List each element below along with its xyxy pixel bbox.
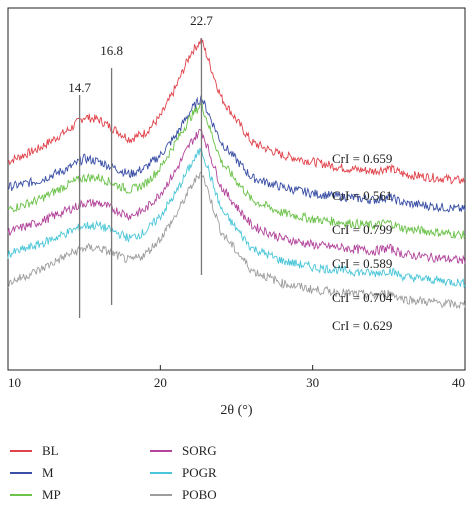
legend-swatch bbox=[150, 494, 172, 496]
legend-item-m: M bbox=[10, 464, 54, 482]
legend-item-pobo: POBO bbox=[150, 486, 217, 504]
x-axis-title: 2θ (°) bbox=[220, 403, 252, 418]
legend-swatch bbox=[150, 450, 172, 452]
x-tick-label-10: 10 bbox=[8, 375, 21, 390]
series-line-pogr bbox=[7, 147, 466, 289]
series-line-bl bbox=[7, 38, 466, 185]
x-tick-label-40: 40 bbox=[452, 375, 465, 390]
legend-swatch bbox=[10, 472, 32, 474]
plot-frame bbox=[7, 7, 466, 371]
legend-label: M bbox=[42, 465, 54, 480]
cri-label-pogr: CrI = 0.704 bbox=[332, 290, 393, 305]
legend-item-mp: MP bbox=[10, 486, 61, 504]
legend: BL M MP SORG POGR POBO bbox=[0, 436, 474, 506]
series-line-pobo bbox=[7, 171, 466, 310]
peak-label-16.8: 16.8 bbox=[100, 43, 123, 58]
peak-label-22.7: 22.7 bbox=[190, 13, 213, 28]
cri-label-sorg: CrI = 0.589 bbox=[332, 256, 392, 271]
series-line-m bbox=[7, 95, 466, 213]
legend-label: SORG bbox=[182, 443, 217, 458]
legend-label: POBO bbox=[182, 487, 217, 502]
legend-label: BL bbox=[42, 443, 59, 458]
series-line-mp bbox=[7, 101, 466, 240]
legend-swatch bbox=[10, 494, 32, 496]
legend-item-bl: BL bbox=[10, 442, 59, 460]
legend-item-pogr: POGR bbox=[150, 464, 217, 482]
cri-label-pobo: CrI = 0.629 bbox=[332, 318, 392, 333]
legend-swatch bbox=[150, 472, 172, 474]
cri-label-m: CrI = 0.561 bbox=[332, 188, 392, 203]
xrd-chart: 10 20 30 40 2θ (°) 14.7 16.8 22.7 CrI = 0.659 CrI… bbox=[7, 7, 466, 418]
legend-swatch bbox=[10, 450, 32, 452]
cri-label-bl: CrI = 0.659 bbox=[332, 151, 392, 166]
peak-label-14.7: 14.7 bbox=[68, 80, 91, 95]
x-tick-label-20: 20 bbox=[154, 375, 167, 390]
legend-label: POGR bbox=[182, 465, 217, 480]
legend-item-sorg: SORG bbox=[150, 442, 217, 460]
x-tick-label-30: 30 bbox=[306, 375, 319, 390]
cri-label-mp: CrI = 0.799 bbox=[332, 222, 392, 237]
series-line-sorg bbox=[7, 128, 466, 265]
legend-label: MP bbox=[42, 487, 61, 502]
